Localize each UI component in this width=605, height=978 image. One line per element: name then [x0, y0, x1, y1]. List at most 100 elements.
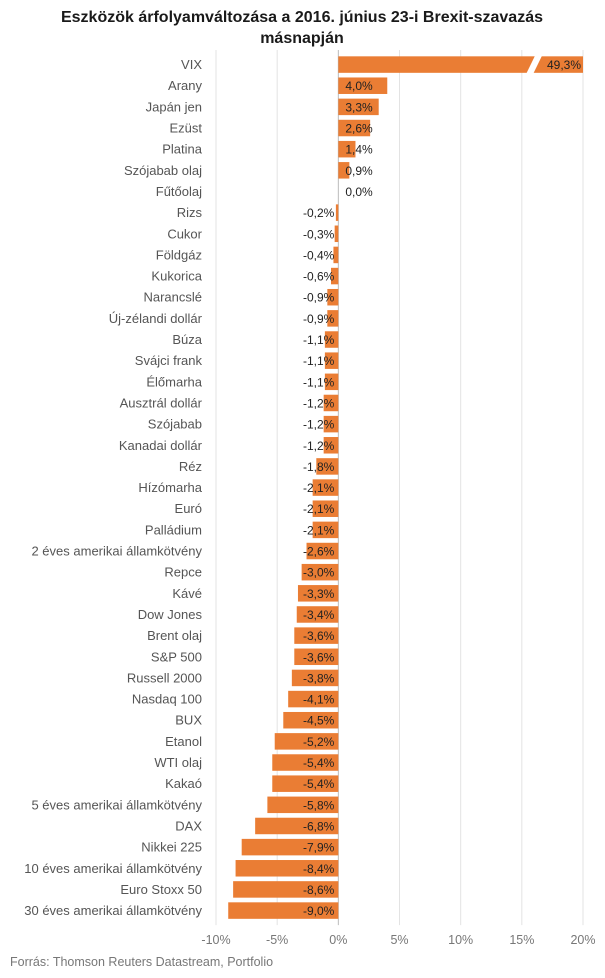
- value-label: -0,9%: [303, 312, 335, 326]
- bar: [323, 415, 339, 433]
- bar: [338, 77, 388, 94]
- value-label: -0,3%: [303, 227, 335, 241]
- bar: [333, 246, 339, 264]
- category-label: 30 éves amerikai államkötvény: [24, 903, 202, 918]
- x-tick-label: -5%: [266, 933, 288, 947]
- value-label: -3,6%: [303, 650, 335, 664]
- value-label: -4,5%: [303, 714, 335, 728]
- category-label: Euró: [175, 501, 202, 516]
- category-label: Etanol: [165, 734, 202, 749]
- value-label: -1,1%: [303, 354, 335, 368]
- bar: [288, 690, 339, 708]
- bar: [330, 267, 339, 285]
- category-label: Kávé: [172, 586, 202, 601]
- value-label: -9,0%: [303, 904, 335, 918]
- bar: [274, 733, 339, 750]
- category-label: Fűtőolaj: [156, 184, 202, 199]
- category-label: 2 éves amerikai államkötvény: [31, 544, 202, 559]
- bar: [312, 479, 339, 496]
- value-label: -0,6%: [303, 270, 335, 284]
- category-label: Ezüst: [169, 121, 202, 136]
- bar: [323, 394, 339, 412]
- category-label: VIX: [181, 57, 202, 72]
- value-label: -5,4%: [303, 777, 335, 791]
- value-label: -2,1%: [303, 481, 335, 495]
- category-label: Földgáz: [156, 247, 202, 262]
- value-label: -5,2%: [303, 735, 335, 749]
- value-label: 1,4%: [345, 143, 373, 157]
- bar: [291, 669, 339, 687]
- value-label: 3,3%: [345, 100, 373, 114]
- bars: [228, 55, 583, 919]
- value-label: -3,3%: [303, 587, 335, 601]
- value-label: -3,4%: [303, 608, 335, 622]
- bar: [233, 881, 339, 898]
- value-label: 4,0%: [345, 79, 373, 93]
- x-tick-label: 5%: [390, 933, 408, 947]
- bar: [272, 775, 339, 792]
- bar: [294, 648, 339, 666]
- bar: [312, 500, 339, 517]
- category-label: Russell 2000: [127, 670, 202, 685]
- bar: [324, 352, 339, 369]
- category-label: Brent olaj: [147, 628, 202, 643]
- value-label: -8,6%: [303, 883, 335, 897]
- value-label: 49,3%: [547, 58, 581, 72]
- category-label: S&P 500: [151, 649, 202, 664]
- bar: [338, 162, 350, 179]
- value-label: -5,4%: [303, 756, 335, 770]
- bar: [297, 585, 339, 602]
- category-label: Japán jen: [146, 99, 202, 114]
- bar: [283, 711, 339, 729]
- bar: [327, 310, 339, 327]
- value-label: -2,1%: [303, 523, 335, 537]
- category-label: BUX: [175, 713, 202, 728]
- category-label: Svájci frank: [135, 353, 203, 368]
- value-label: -1,2%: [303, 396, 335, 410]
- category-labels: VIX Arany Japán jen Ezüst Platina Szójabab ol…: [24, 57, 203, 918]
- category-label: Új-zélandi dollár: [109, 311, 203, 326]
- category-label: Hízómarha: [138, 480, 202, 495]
- value-label: -0,2%: [303, 206, 335, 220]
- bar: [324, 373, 339, 391]
- category-label: Nasdaq 100: [132, 692, 202, 707]
- category-label: Repce: [164, 565, 202, 580]
- source-note: Forrás: Thomson Reuters Datastream, Port…: [10, 955, 273, 969]
- value-label: -1,8%: [303, 460, 335, 474]
- bar: [338, 119, 371, 137]
- category-label: Palládium: [145, 522, 202, 537]
- bar: [338, 56, 583, 73]
- value-label: -0,4%: [303, 248, 335, 262]
- bar: [323, 437, 339, 454]
- value-label: 0,9%: [345, 164, 373, 178]
- category-label: Szójabab olaj: [124, 163, 202, 178]
- category-label: Nikkei 225: [141, 840, 202, 855]
- category-label: Réz: [179, 459, 202, 474]
- value-label: -1,2%: [303, 439, 335, 453]
- category-label: Szójabab: [148, 417, 202, 432]
- value-label: -2,1%: [303, 502, 335, 516]
- bar: [338, 98, 379, 116]
- bar: [301, 563, 339, 581]
- bar: [312, 521, 339, 539]
- axis-break-mark: [526, 55, 543, 74]
- category-label: 10 éves amerikai államkötvény: [24, 861, 202, 876]
- chart-title-line-1: Eszközök árfolyamváltozása a 2016. júniu…: [61, 9, 543, 26]
- value-label: -2,6%: [303, 545, 335, 559]
- bar: [267, 796, 339, 814]
- category-label: Élőmarha: [146, 374, 202, 389]
- category-label: 5 éves amerikai államkötvény: [31, 797, 202, 812]
- bar: [338, 140, 356, 158]
- category-label: Narancslé: [143, 290, 202, 305]
- category-label: Dow Jones: [138, 607, 203, 622]
- value-label: -1,1%: [303, 375, 335, 389]
- bar: [272, 754, 339, 771]
- x-tick-label: 20%: [570, 933, 595, 947]
- value-label: -3,6%: [303, 629, 335, 643]
- x-axis-tick-labels: -10% -5% 0% 5% 10% 15% 20%: [201, 933, 595, 947]
- bar: [296, 606, 339, 623]
- category-label: Euro Stoxx 50: [120, 882, 202, 897]
- bar: [316, 458, 339, 475]
- value-label: 0,0%: [345, 185, 373, 199]
